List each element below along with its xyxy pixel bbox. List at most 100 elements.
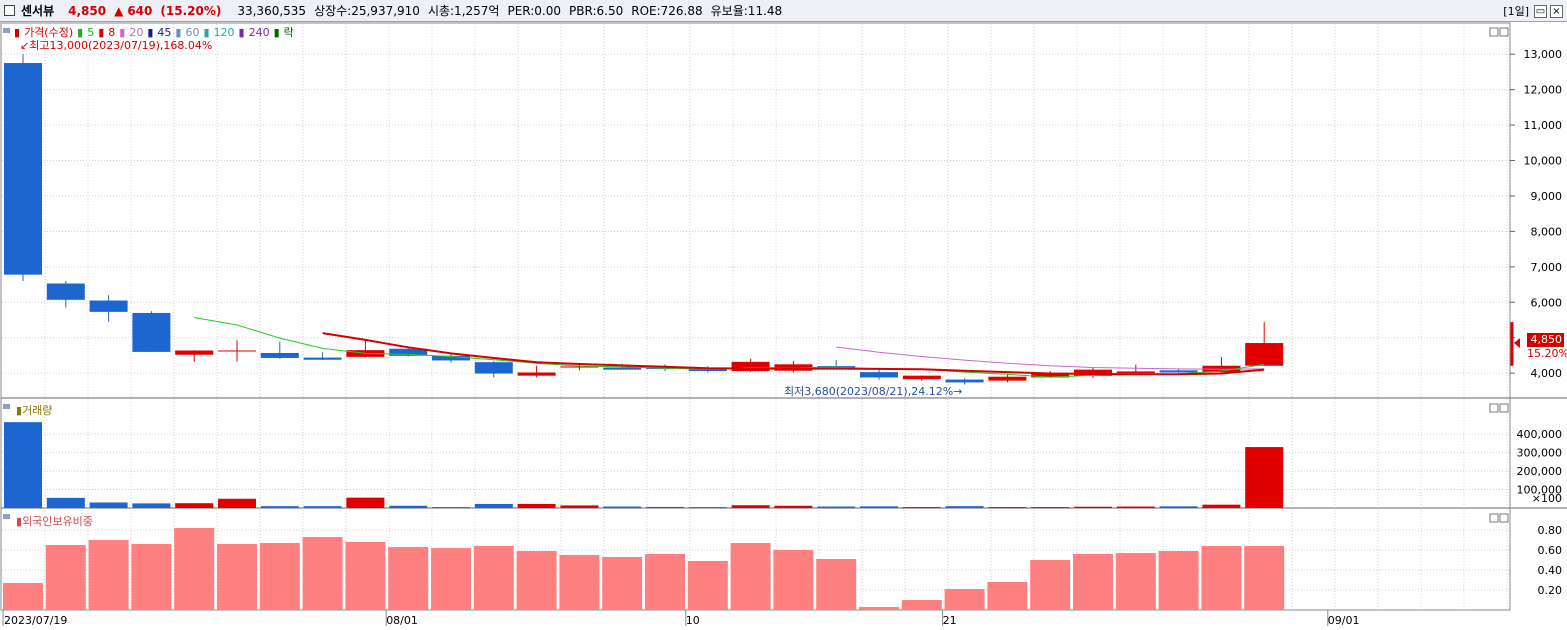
foreign-bar bbox=[1115, 553, 1156, 610]
price-tick-label: 10,000 bbox=[1524, 155, 1563, 168]
foreign-bar bbox=[602, 557, 643, 610]
panel-menu-icon bbox=[3, 28, 10, 33]
x-tick-label: 08/01 bbox=[386, 614, 418, 627]
current-price: 4,850 bbox=[68, 3, 107, 18]
foreign-bar bbox=[473, 546, 514, 610]
foreign-bar bbox=[944, 589, 985, 610]
volume-bar bbox=[1159, 506, 1198, 508]
foreign-bar bbox=[730, 543, 771, 610]
candle-body bbox=[1074, 369, 1112, 377]
volume-bar bbox=[860, 506, 898, 508]
foreign-bar bbox=[1158, 551, 1199, 610]
price-tick-label: 6,000 bbox=[1531, 296, 1563, 309]
volume-bar bbox=[389, 505, 428, 508]
panel-close-icon bbox=[1499, 403, 1509, 413]
legend-item-0[interactable]: ▮ 가격(수정) bbox=[14, 26, 74, 39]
foreign-bar bbox=[987, 582, 1028, 610]
legend-item-3[interactable]: ▮ 20 bbox=[119, 26, 144, 39]
panel-minimize-icon bbox=[1489, 27, 1499, 37]
volume-bar bbox=[817, 506, 856, 508]
legend-item-1[interactable]: ▮ 5 bbox=[77, 26, 95, 39]
volume-bar bbox=[46, 497, 85, 508]
panel-menu-icon bbox=[3, 404, 10, 409]
foreign-tick-label: 0.40 bbox=[1538, 564, 1563, 577]
price-tick-label: 4,000 bbox=[1531, 367, 1563, 380]
foreign-bar bbox=[431, 548, 471, 610]
volume-tick-label: 300,000 bbox=[1517, 447, 1563, 460]
period-selector[interactable]: [1일] bbox=[1503, 5, 1529, 18]
volume-bar bbox=[731, 505, 770, 508]
candle-body bbox=[603, 367, 642, 370]
foreign-bar bbox=[901, 600, 942, 610]
foreign-bar bbox=[174, 528, 215, 610]
x-tick-label: 09/01 bbox=[1327, 614, 1360, 627]
stock-name[interactable]: 센서뷰 bbox=[21, 4, 55, 18]
foreign-bar bbox=[88, 540, 129, 610]
legend-item-2[interactable]: ▮ 8 bbox=[98, 26, 116, 39]
volume-bar bbox=[432, 507, 470, 509]
pbr-value: PBR:6.50 bbox=[569, 3, 624, 18]
foreign-bar bbox=[1073, 554, 1113, 610]
volume-bar bbox=[1116, 506, 1155, 508]
legend-item-4[interactable]: ▮ 45 bbox=[147, 26, 172, 39]
foreign-panel-title: ▮외국인보유비중 bbox=[16, 515, 93, 528]
panel-close-icon bbox=[1499, 27, 1509, 37]
plot-frame bbox=[0, 22, 1511, 611]
foreign-tick-label: 0.20 bbox=[1538, 584, 1563, 597]
candle-body bbox=[4, 63, 42, 275]
foreign-bar bbox=[302, 537, 343, 610]
header-bar: 센서뷰 4,850 ▲ 640 (15.20%) 33,360,535 상장수:… bbox=[0, 0, 1567, 22]
per-value: PER:0.00 bbox=[507, 3, 562, 18]
candle-body bbox=[1116, 371, 1155, 374]
x-tick-label: 21 bbox=[942, 614, 957, 627]
candle-body bbox=[902, 375, 941, 380]
maximize-icon[interactable]: ▭ bbox=[1534, 4, 1547, 18]
foreign-bar bbox=[45, 545, 86, 610]
candle-body bbox=[688, 369, 727, 372]
price-change-pct: (15.20%) bbox=[160, 3, 222, 18]
legend-item-8[interactable]: ▮ 락 bbox=[273, 26, 294, 39]
foreign-bar bbox=[645, 554, 685, 610]
volume-bar bbox=[89, 502, 128, 508]
candle-body bbox=[46, 283, 85, 300]
legend-item-6[interactable]: ▮ 120 bbox=[203, 26, 235, 39]
x-tick-label: 2023/07/19 bbox=[4, 614, 68, 627]
x-tick-label: 10 bbox=[685, 614, 700, 627]
volume-bar bbox=[1031, 507, 1070, 509]
volume-bar bbox=[1202, 504, 1241, 508]
volume-bar bbox=[260, 506, 299, 508]
panel-close-icon bbox=[1499, 513, 1509, 523]
candle-body bbox=[1159, 370, 1198, 373]
volume-bar bbox=[902, 507, 941, 509]
listed-shares: 상장수:25,937,910 bbox=[314, 4, 420, 18]
market-cap: 시총:1,257억 bbox=[427, 4, 500, 18]
close-icon[interactable]: × bbox=[1550, 4, 1563, 18]
volume-unit-label: ×100 bbox=[1532, 492, 1562, 505]
volume-tick-label: 100,000 bbox=[1517, 484, 1563, 497]
volume-bar bbox=[988, 507, 1027, 509]
legend-item-7[interactable]: ▮ 240 bbox=[238, 26, 270, 39]
candle-body bbox=[260, 352, 299, 358]
volume-bar bbox=[1245, 447, 1284, 508]
current-pct-marker: 15.20% bbox=[1527, 347, 1567, 360]
volume-bar bbox=[1074, 506, 1112, 508]
price-tick-label: 13,000 bbox=[1524, 48, 1563, 61]
reserve-ratio: 유보율:11.48 bbox=[710, 4, 783, 18]
chart-canvas[interactable]: 4,0005,0006,0007,0008,0009,00010,00011,0… bbox=[0, 22, 1567, 630]
price-tick-label: 8,000 bbox=[1531, 225, 1563, 238]
current-price-marker: 4,850 bbox=[1527, 333, 1564, 347]
foreign-bar bbox=[687, 561, 728, 610]
volume-bar bbox=[303, 506, 342, 508]
foreign-bar bbox=[217, 544, 257, 610]
candle-body bbox=[132, 312, 171, 352]
candle-body bbox=[175, 350, 214, 355]
stock-checkbox[interactable] bbox=[4, 5, 15, 16]
price-legend: ▮ 가격(수정) ▮ 5 ▮ 8 ▮ 20 ▮ 45 ▮ 60 ▮ 120 ▮ 240 ▮ 락 bbox=[14, 24, 298, 40]
candle-body bbox=[560, 366, 599, 368]
foreign-tick-label: 0.60 bbox=[1538, 544, 1563, 557]
candle-body bbox=[945, 379, 984, 383]
foreign-bar bbox=[1244, 546, 1285, 610]
volume-bar bbox=[474, 503, 513, 508]
foreign-tick-label: 0.80 bbox=[1538, 524, 1563, 537]
legend-item-5[interactable]: ▮ 60 bbox=[175, 26, 200, 39]
